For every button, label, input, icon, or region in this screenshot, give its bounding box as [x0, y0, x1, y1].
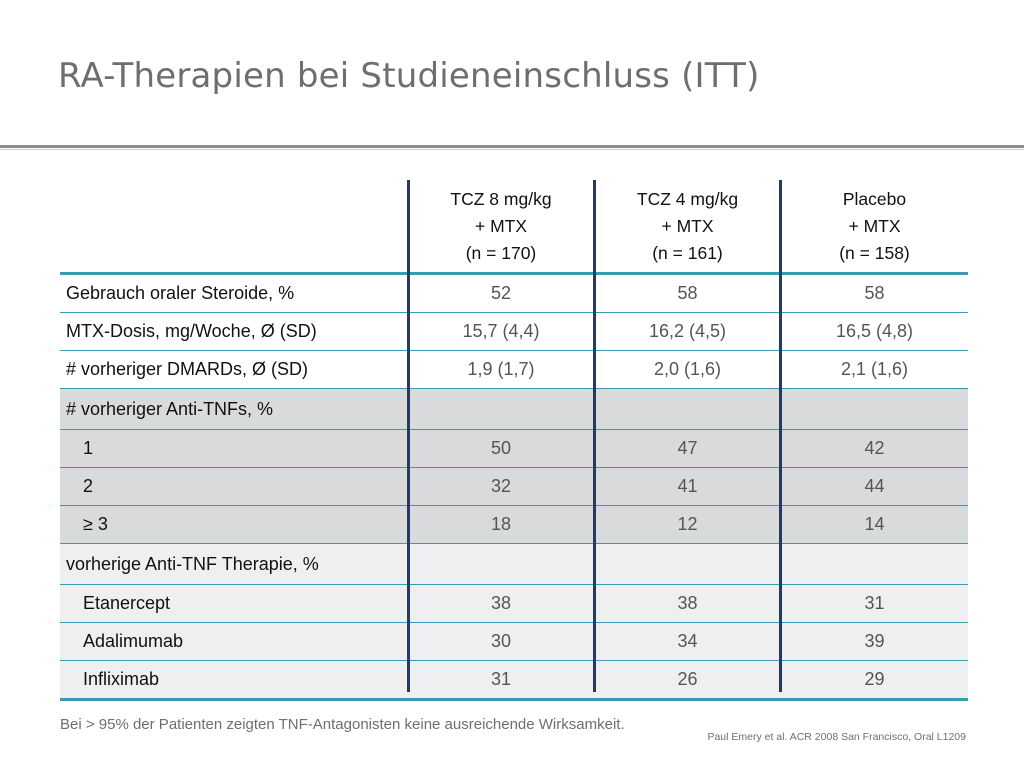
table-row: Adalimumab 30 34 39: [60, 622, 968, 660]
table-row-group-header: vorherige Anti-TNF Therapie, %: [60, 543, 968, 584]
row-label: 2: [60, 468, 408, 505]
column-divider: [593, 180, 596, 692]
row-label: MTX-Dosis, mg/Woche, Ø (SD): [66, 321, 317, 341]
cell-value: 58: [864, 283, 885, 303]
cell-value: [408, 544, 594, 584]
row-label: # vorheriger Anti-TNFs, %: [60, 389, 408, 429]
table-header-row: TCZ 8 mg/kg + MTX (n = 170) TCZ 4 mg/kg …: [60, 180, 968, 272]
cell-value: 38: [408, 585, 594, 622]
cell-value: [408, 389, 594, 429]
cell-value: 14: [781, 506, 968, 543]
row-label: # vorheriger DMARDs, Ø (SD): [66, 359, 309, 379]
page-title: RA-Therapien bei Studieneinschluss (ITT): [58, 56, 760, 96]
cell-value: [594, 389, 781, 429]
cell-value: [781, 389, 968, 429]
therapy-table: TCZ 8 mg/kg + MTX (n = 170) TCZ 4 mg/kg …: [60, 180, 968, 701]
table-row: 1 50 47 42: [60, 429, 968, 467]
cell-value: 1,9 (1,7): [467, 359, 535, 379]
table-row: Etanercept 38 38 31: [60, 584, 968, 622]
table-row: Infliximab 31 26 29: [60, 660, 968, 701]
row-label: Adalimumab: [60, 623, 408, 660]
source-citation: Paul Emery et al. ACR 2008 San Francisco…: [707, 731, 966, 743]
cell-value: 16,2 (4,5): [648, 321, 727, 341]
table-row: 2 32 41 44: [60, 467, 968, 505]
column-divider: [779, 180, 782, 692]
cell-value: [781, 544, 968, 584]
title-divider-thin: [0, 149, 1024, 150]
cell-value: 34: [594, 623, 781, 660]
cell-value: 32: [408, 468, 594, 505]
title-divider: [0, 145, 1024, 148]
cell-value: 47: [594, 430, 781, 467]
cell-value: 38: [594, 585, 781, 622]
cell-value: 26: [594, 661, 781, 698]
row-label: Infliximab: [60, 661, 408, 698]
cell-value: [594, 544, 781, 584]
cell-value: 41: [594, 468, 781, 505]
header-col-tcz4: TCZ 4 mg/kg + MTX (n = 161): [636, 188, 739, 263]
cell-value: 50: [408, 430, 594, 467]
row-label: Etanercept: [60, 585, 408, 622]
table-row-group-header: # vorheriger Anti-TNFs, %: [60, 388, 968, 429]
table-row: # vorheriger DMARDs, Ø (SD) 1,9 (1,7) 2,…: [60, 350, 968, 388]
table-row: ≥ 3 18 12 14: [60, 505, 968, 543]
footnote: Bei > 95% der Patienten zeigten TNF-Anta…: [60, 716, 625, 733]
row-label: Gebrauch oraler Steroide, %: [66, 283, 295, 303]
cell-value: 29: [781, 661, 968, 698]
header-col-tcz8: TCZ 8 mg/kg + MTX (n = 170): [450, 188, 552, 263]
row-label: ≥ 3: [60, 506, 408, 543]
cell-value: 2,0 (1,6): [653, 359, 722, 379]
cell-value: 39: [781, 623, 968, 660]
row-label: 1: [60, 430, 408, 467]
cell-value: 2,1 (1,6): [840, 359, 909, 379]
cell-value: 58: [677, 283, 698, 303]
table-row: Gebrauch oraler Steroide, % 52 58 58: [60, 272, 968, 312]
column-divider: [407, 180, 410, 692]
cell-value: 16,5 (4,8): [835, 321, 914, 341]
cell-value: 12: [594, 506, 781, 543]
cell-value: 15,7 (4,4): [462, 321, 540, 341]
cell-value: 52: [490, 283, 512, 303]
cell-value: 31: [781, 585, 968, 622]
header-corner: [60, 180, 408, 272]
header-col-placebo: Placebo + MTX (n = 158): [839, 188, 910, 263]
cell-value: 18: [408, 506, 594, 543]
table-row: MTX-Dosis, mg/Woche, Ø (SD) 15,7 (4,4) 1…: [60, 312, 968, 350]
cell-value: 31: [408, 661, 594, 698]
cell-value: 30: [408, 623, 594, 660]
cell-value: 44: [781, 468, 968, 505]
row-label: vorherige Anti-TNF Therapie, %: [60, 544, 408, 584]
cell-value: 42: [781, 430, 968, 467]
